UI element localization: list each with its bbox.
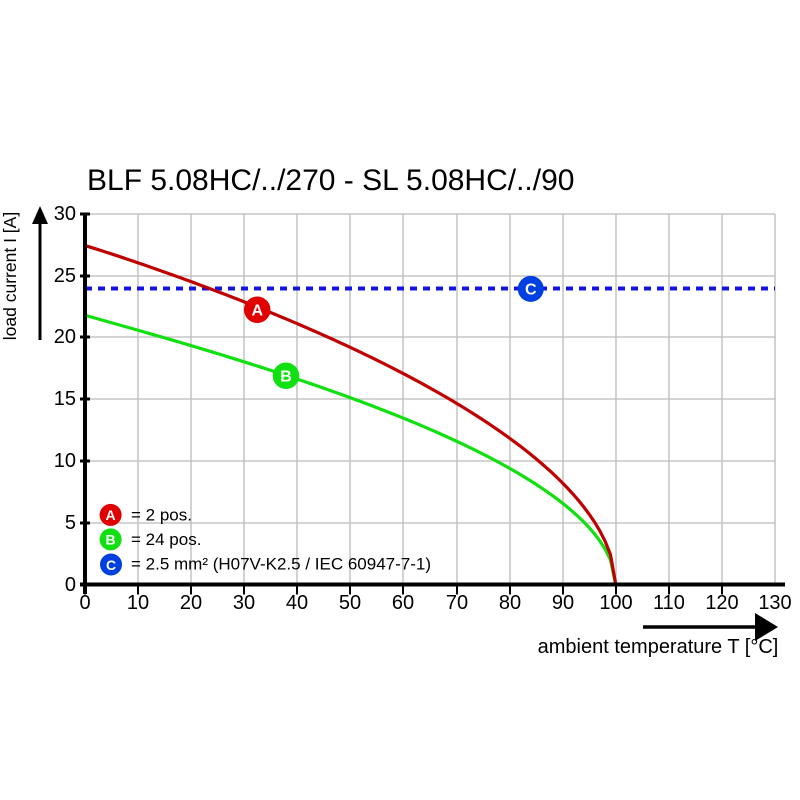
svg-text:30: 30 [54,203,76,225]
svg-text:100: 100 [599,592,632,614]
svg-text:10: 10 [54,450,76,472]
svg-text:B: B [106,532,116,548]
svg-text:20: 20 [180,592,202,614]
svg-text:A: A [106,507,116,523]
svg-text:130: 130 [758,592,791,614]
svg-text:25: 25 [54,265,76,287]
svg-text:10: 10 [127,592,149,614]
svg-text:40: 40 [286,592,308,614]
svg-text:5: 5 [65,512,76,534]
svg-text:15: 15 [54,388,76,410]
svg-text:90: 90 [552,592,574,614]
svg-text:C: C [106,557,116,573]
svg-text:60: 60 [392,592,414,614]
svg-text:= 2.5 mm² (H07V-K2.5 / IEC 609: = 2.5 mm² (H07V-K2.5 / IEC 60947-7-1) [131,555,431,574]
svg-text:80: 80 [499,592,521,614]
svg-text:30: 30 [233,592,255,614]
svg-text:20: 20 [54,326,76,348]
svg-text:70: 70 [446,592,468,614]
svg-text:B: B [280,368,292,385]
svg-text:110: 110 [653,592,685,614]
svg-text:load current I [A]: load current I [A] [0,212,20,340]
svg-text:= 2 pos.: = 2 pos. [131,506,192,525]
svg-text:0: 0 [79,592,90,614]
svg-text:A: A [251,302,263,319]
svg-text:C: C [525,281,537,298]
svg-text:50: 50 [339,592,361,614]
svg-text:ambient temperature T [°C]: ambient temperature T [°C] [538,636,779,658]
svg-text:= 24 pos.: = 24 pos. [131,530,201,549]
svg-text:120: 120 [705,592,738,614]
svg-text:0: 0 [65,574,76,596]
